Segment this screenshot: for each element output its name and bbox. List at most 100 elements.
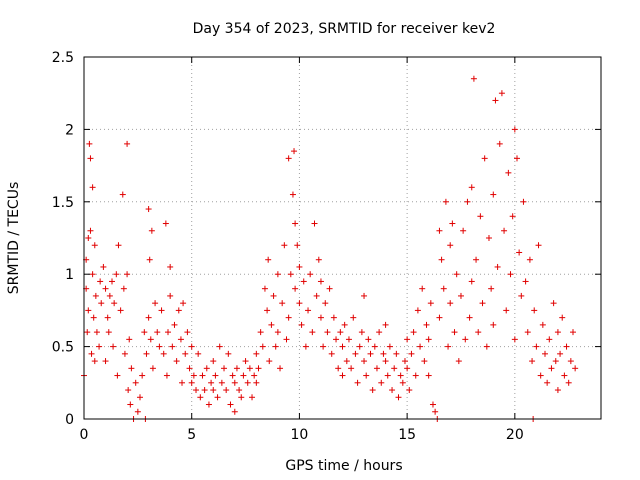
- data-point: [417, 343, 424, 350]
- data-point: [253, 350, 260, 357]
- data-point: [490, 191, 497, 198]
- data-point: [307, 271, 314, 278]
- data-point: [436, 314, 443, 321]
- data-point: [106, 292, 113, 299]
- data-point: [102, 358, 109, 365]
- data-point: [137, 394, 144, 401]
- y-tick-label: 2: [65, 122, 74, 138]
- data-point: [244, 379, 251, 386]
- data-point: [96, 343, 103, 350]
- data-point: [100, 263, 107, 270]
- data-point: [291, 148, 298, 155]
- data-point: [300, 278, 307, 285]
- data-point: [114, 372, 121, 379]
- data-point: [167, 263, 174, 270]
- data-point: [104, 314, 111, 321]
- data-point: [356, 343, 363, 350]
- data-point: [404, 365, 411, 372]
- data-point: [236, 387, 243, 394]
- data-point: [440, 285, 447, 292]
- data-point: [535, 242, 542, 249]
- data-point: [358, 329, 365, 336]
- data-point: [302, 343, 309, 350]
- data-point: [225, 350, 232, 357]
- data-point: [567, 358, 574, 365]
- data-point: [438, 256, 445, 263]
- data-point: [110, 343, 117, 350]
- data-point: [511, 126, 518, 133]
- data-point: [554, 387, 561, 394]
- data-point: [395, 394, 402, 401]
- data-point: [548, 365, 555, 372]
- data-point: [305, 307, 312, 314]
- data-point: [505, 169, 512, 176]
- data-point: [296, 263, 303, 270]
- data-point: [231, 379, 238, 386]
- data-point: [124, 140, 131, 147]
- data-point: [427, 300, 434, 307]
- data-point: [97, 278, 104, 285]
- data-point: [345, 336, 352, 343]
- data-point: [93, 329, 100, 336]
- data-point: [184, 329, 191, 336]
- data-point: [391, 365, 398, 372]
- data-point: [320, 343, 327, 350]
- data-point: [442, 198, 449, 205]
- x-tick-label: 20: [506, 427, 524, 443]
- data-point: [162, 220, 169, 227]
- data-point: [287, 271, 294, 278]
- data-point: [389, 387, 396, 394]
- data-point: [146, 256, 153, 263]
- data-point: [119, 191, 126, 198]
- data-point: [501, 227, 508, 234]
- data-point: [559, 314, 566, 321]
- data-point: [339, 343, 346, 350]
- data-point: [265, 256, 272, 263]
- y-tick-label: 0: [65, 412, 74, 428]
- data-point: [449, 220, 456, 227]
- data-point: [223, 387, 230, 394]
- data-point: [481, 155, 488, 162]
- data-point: [522, 278, 529, 285]
- data-point: [179, 379, 186, 386]
- data-point: [154, 329, 161, 336]
- data-point: [156, 343, 163, 350]
- data-point: [298, 321, 305, 328]
- data-point: [143, 350, 150, 357]
- data-point: [283, 336, 290, 343]
- data-point: [279, 300, 286, 307]
- data-point: [378, 379, 385, 386]
- data-point: [128, 365, 135, 372]
- data-point: [177, 336, 184, 343]
- data-point: [249, 394, 256, 401]
- data-point: [257, 329, 264, 336]
- data-point: [445, 343, 452, 350]
- data-point: [111, 300, 118, 307]
- data-point: [87, 227, 94, 234]
- data-point: [541, 350, 548, 357]
- data-point: [322, 300, 329, 307]
- data-point: [148, 227, 155, 234]
- data-point: [277, 365, 284, 372]
- data-point: [171, 321, 178, 328]
- data-point: [404, 336, 411, 343]
- x-axis-title: GPS time / hours: [285, 458, 402, 474]
- data-point: [203, 365, 210, 372]
- data-point: [498, 90, 505, 97]
- data-point: [199, 372, 206, 379]
- data-point: [380, 350, 387, 357]
- data-point: [361, 358, 368, 365]
- data-point: [468, 184, 475, 191]
- plot-frame: [83, 56, 602, 420]
- data-point: [285, 155, 292, 162]
- data-point: [158, 307, 165, 314]
- data-point: [190, 372, 197, 379]
- data-point: [382, 321, 389, 328]
- data-point: [406, 387, 413, 394]
- data-point: [455, 358, 462, 365]
- data-point: [311, 220, 318, 227]
- data-point: [261, 285, 268, 292]
- data-point: [539, 321, 546, 328]
- data-point: [289, 191, 296, 198]
